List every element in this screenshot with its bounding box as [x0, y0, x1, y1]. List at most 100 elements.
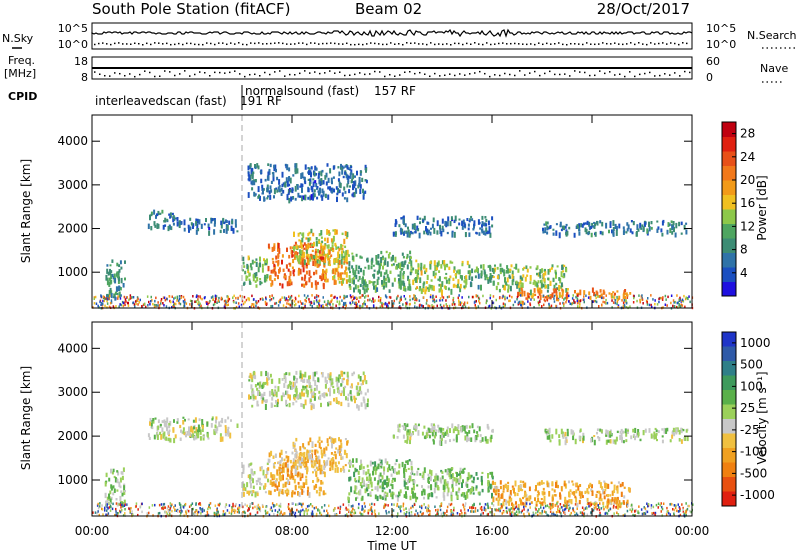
power-echo-cell [322, 282, 325, 287]
velocity-echo-cell [615, 436, 618, 442]
velocity-echo-cell [275, 478, 278, 482]
power-echo-cell [359, 283, 362, 288]
power-clutter-cell [195, 300, 197, 303]
velocity-echo-cell [248, 490, 250, 496]
nave-point [304, 70, 306, 72]
power-echo-cell [458, 218, 461, 221]
power-echo-cell [353, 181, 356, 186]
noise-search-point [606, 42, 608, 45]
velocity-clutter-cell [114, 513, 116, 517]
noise-search-point [194, 43, 196, 46]
velocity-echo-cell [593, 439, 596, 446]
velocity-echo-cell [404, 478, 406, 481]
velocity-echo-cell [540, 498, 543, 501]
velocity-clutter-cell [166, 512, 168, 515]
power-echo-cell [546, 295, 549, 301]
velocity-echo-cell [320, 440, 323, 443]
nave-point [524, 74, 526, 76]
power-echo-cell [353, 287, 355, 293]
power-echo-cell [225, 228, 228, 234]
velocity-echo-cell [195, 436, 198, 440]
power-clutter-cell [289, 304, 292, 307]
velocity-echo-cell [494, 481, 497, 486]
power-echo-cell [464, 232, 467, 238]
velocity-echo-cell [358, 490, 361, 494]
power-echo-cell [112, 276, 115, 280]
power-echo-cell [349, 278, 352, 283]
power-clutter-cell [522, 303, 524, 306]
nave-point [159, 75, 161, 77]
power-echo-cell [378, 269, 381, 274]
power-echo-cell [568, 226, 571, 230]
velocity-echo-cell [475, 487, 478, 491]
noise-search-point [634, 43, 636, 46]
velocity-echo-cell [427, 493, 430, 497]
power-clutter-cell [217, 299, 220, 302]
power-echo-cell [551, 264, 554, 268]
power-echo-cell [251, 173, 254, 180]
velocity-echo-cell [375, 466, 378, 471]
power-clutter-cell [502, 302, 505, 305]
velocity-echo-cell [461, 482, 463, 488]
power-clutter-cell [322, 296, 324, 299]
power-echo-cell [592, 225, 595, 228]
power-clutter-cell [318, 304, 321, 307]
nave-point [529, 72, 531, 74]
velocity-echo-cell [366, 464, 369, 468]
velocity-echo-cell [564, 431, 567, 437]
velocity-echo-cell [340, 370, 343, 376]
power-echo-cell [305, 281, 307, 286]
power-clutter-cell [345, 304, 347, 307]
power-echo-cell [286, 180, 289, 187]
power-clutter-cell [169, 299, 171, 303]
power-echo-cell [420, 270, 423, 276]
velocity-echo-cell [282, 463, 285, 467]
velocity-clutter-cell [557, 505, 559, 508]
power-echo-cell [384, 257, 387, 261]
power-echo-cell [249, 263, 252, 268]
power-clutter-cell [670, 294, 673, 297]
power-echo-cell [540, 282, 543, 289]
power-clutter-cell [553, 297, 555, 300]
velocity-clutter-cell [579, 511, 582, 514]
velocity-echo-cell [108, 493, 110, 499]
power-echo-cell [413, 223, 416, 229]
velocity-echo-cell [442, 431, 445, 436]
velocity-echo-cell [491, 475, 494, 480]
power-clutter-cell [157, 301, 159, 304]
velocity-echo-cell [310, 385, 313, 390]
power-echo-cell [436, 262, 439, 268]
velocity-echo-cell [230, 419, 232, 422]
power-clutter-cell [305, 300, 307, 303]
power-echo-cell [328, 249, 331, 254]
power-echo-cell [345, 279, 348, 284]
power-echo-cell [343, 260, 346, 264]
power-echo-cell [502, 269, 505, 274]
power-echo-cell [441, 260, 444, 265]
velocity-echo-cell [519, 480, 522, 483]
power-clutter-cell [405, 302, 407, 305]
power-clutter-cell [610, 294, 613, 297]
velocity-clutter-cell [523, 508, 525, 511]
velocity-clutter-cell [385, 509, 387, 513]
power-echo-cell [169, 212, 172, 218]
power-echo-cell [497, 282, 500, 286]
velocity-echo-cell [353, 471, 356, 478]
power-clutter-cell [106, 295, 108, 298]
power-echo-cell [420, 267, 423, 272]
velocity-echo-cell [384, 458, 387, 464]
velocity-echo-cell [165, 421, 168, 427]
noise-search-point [270, 42, 272, 45]
power-clutter-cell [431, 296, 434, 299]
power-echo-cell [289, 246, 292, 250]
power-echo-cell [629, 292, 632, 295]
velocity-echo-cell [249, 463, 252, 466]
velocity-echo-cell [210, 423, 213, 428]
velocity-echo-cell [367, 484, 370, 489]
velocity-echo-cell [406, 460, 409, 465]
power-clutter-cell [189, 299, 192, 303]
power-echo-cell [155, 214, 157, 219]
velocity-clutter-cell [448, 502, 450, 506]
velocity-echo-cell [319, 394, 322, 401]
power-echo-cell [349, 286, 352, 290]
